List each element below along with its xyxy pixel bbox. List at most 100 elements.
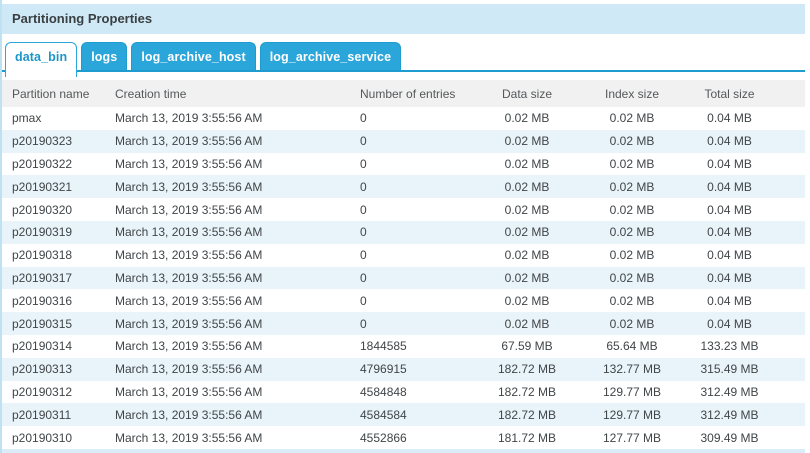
cell-creation: March 13, 2019 3:55:56 AM	[115, 248, 263, 263]
cell-data_size: 67.59 MB	[501, 339, 553, 354]
cell-data_size: 0.02 MB	[504, 134, 550, 149]
cell-creation: March 13, 2019 3:55:56 AM	[115, 111, 263, 126]
cell-creation: March 13, 2019 3:55:56 AM	[115, 430, 263, 445]
cell-creation: March 13, 2019 3:55:56 AM	[115, 225, 263, 240]
cell-entries: 0	[360, 179, 367, 194]
tab-log_archive_host[interactable]: log_archive_host	[131, 42, 256, 70]
cell-entries: 4796915	[360, 362, 407, 377]
cell-name: p20190322	[12, 156, 73, 171]
cell-index_size: 0.02 MB	[609, 270, 655, 285]
cell-name: p20190314	[12, 339, 73, 354]
cell-entries: 1844585	[360, 339, 407, 354]
cell-name: p20190323	[12, 134, 73, 149]
cell-index_size: 0.02 MB	[609, 134, 655, 149]
table-row: p20190320 March 13, 2019 3:55:56 AM 0 0.02 …	[2, 198, 805, 221]
cell-index_size: 0.02 MB	[609, 293, 655, 308]
cell-index_size: 0.02 MB	[609, 111, 655, 126]
cell-index_size: 0.02 MB	[609, 156, 655, 171]
table-row: p20190323 March 13, 2019 3:55:56 AM 0 0.02 …	[2, 129, 805, 153]
cell-total_size: 309.49 MB	[700, 430, 759, 445]
cell-name: p20190316	[12, 293, 73, 308]
cell-name: p20190313	[12, 362, 73, 377]
cell-creation: March 13, 2019 3:55:56 AM	[115, 407, 263, 422]
cell-name: pmax	[12, 111, 42, 126]
tab-data_bin[interactable]: data_bin	[5, 42, 78, 77]
cell-index_size: 0.02 MB	[609, 225, 655, 240]
table-row: p20190319 March 13, 2019 3:55:56 AM 0 0.02 …	[2, 220, 805, 244]
tab-bar: data_bin logs log_archive_host log_archive_…	[2, 42, 805, 77]
cell-spacer	[777, 312, 805, 335]
cell-total_size: 0.04 MB	[707, 111, 752, 126]
cell-entries: 0	[360, 156, 367, 171]
cell-data_size: 181.72 MB	[497, 430, 557, 445]
cell-index_size: 129.77 MB	[602, 384, 662, 399]
cell-entries: 4584584	[360, 407, 407, 422]
cell-total_size: 0.04 MB	[707, 293, 752, 308]
column-header-entries: Number of entries	[360, 86, 456, 101]
tab-logs[interactable]: logs	[81, 42, 128, 70]
cell-entries: 0	[360, 248, 367, 263]
cell-total_size: 0.04 MB	[707, 202, 752, 217]
table-row: p20190321 March 13, 2019 3:55:56 AM 0 0.02 …	[2, 175, 805, 199]
cell-data_size: 0.02 MB	[504, 202, 550, 217]
cell-total_size: 0.04 MB	[707, 248, 752, 263]
cell-spacer	[777, 267, 805, 290]
cell-name: p20190318	[12, 248, 73, 263]
cell-entries: 4552866	[360, 430, 407, 445]
table-row: pmax March 13, 2019 3:55:56 AM 0 0.02 MB 0.0…	[2, 107, 805, 130]
cell-index_size: 0.02 MB	[609, 202, 655, 217]
cell-total_size: 0.04 MB	[707, 134, 752, 149]
table-row: p20190316 March 13, 2019 3:55:56 AM 0 0.02 …	[2, 289, 805, 313]
cell-name: p20190321	[12, 179, 73, 194]
table-row: p20190313 March 13, 2019 3:55:56 AM 479691…	[2, 357, 805, 381]
cell-data_size: 0.02 MB	[504, 179, 550, 194]
cell-index_size: 129.77 MB	[602, 407, 662, 422]
table-row: p20190311 March 13, 2019 3:55:56 AM 458458…	[2, 403, 805, 427]
table-row: p20190310 March 13, 2019 3:55:56 AM 455286…	[2, 426, 805, 449]
cell-entries: 0	[360, 225, 367, 240]
table-body: pmax March 13, 2019 3:55:56 AM 0 0.02 MB 0.0…	[2, 107, 805, 449]
cell-creation: March 13, 2019 3:55:56 AM	[115, 316, 263, 331]
table-row: p20190314 March 13, 2019 3:55:56 AM 184458…	[2, 334, 805, 358]
cell-creation: March 13, 2019 3:55:56 AM	[115, 293, 263, 308]
column-header-index_size: Index size	[604, 86, 660, 101]
cell-name: p20190311	[12, 407, 72, 422]
partitions-table: Partition name Creation time Number of ent…	[2, 80, 805, 449]
cell-total_size: 315.49 MB	[700, 362, 759, 377]
table-row: p20190312 March 13, 2019 3:55:56 AM 458484…	[2, 380, 805, 404]
cell-total_size: 0.04 MB	[707, 156, 752, 171]
cell-entries: 0	[360, 111, 367, 126]
cell-creation: March 13, 2019 3:55:56 AM	[115, 202, 263, 217]
tab-log_archive_service[interactable]: log_archive_service	[259, 42, 402, 70]
cell-total_size: 133.23 MB	[700, 339, 759, 354]
cell-spacer	[777, 289, 805, 312]
column-header-creation: Creation time	[115, 86, 187, 101]
cell-creation: March 13, 2019 3:55:56 AM	[115, 156, 263, 171]
cell-name: p20190310	[12, 430, 73, 445]
cell-spacer	[777, 198, 805, 221]
table-row: p20190322 March 13, 2019 3:55:56 AM 0 0.02 …	[2, 152, 805, 176]
cell-data_size: 0.02 MB	[504, 248, 550, 263]
column-header-total_size: Total size	[704, 86, 755, 101]
next-row-partial-strip	[2, 448, 805, 453]
cell-name: p20190320	[12, 202, 73, 217]
cell-spacer	[777, 107, 805, 130]
cell-data_size: 0.02 MB	[504, 156, 550, 171]
cell-index_size: 0.02 MB	[609, 179, 655, 194]
cell-creation: March 13, 2019 3:55:56 AM	[115, 179, 263, 194]
cell-spacer	[777, 153, 805, 176]
cell-spacer	[777, 426, 805, 449]
cell-total_size: 312.49 MB	[700, 384, 759, 399]
cell-creation: March 13, 2019 3:55:56 AM	[115, 270, 263, 285]
cell-index_size: 127.77 MB	[602, 430, 662, 445]
cell-creation: March 13, 2019 3:55:56 AM	[115, 134, 263, 149]
cell-spacer	[777, 403, 805, 426]
cell-spacer	[777, 130, 805, 153]
cell-spacer	[777, 381, 805, 404]
cell-entries: 0	[360, 202, 367, 217]
cell-name: p20190317	[12, 270, 73, 285]
cell-total_size: 0.04 MB	[707, 179, 752, 194]
cell-data_size: 0.02 MB	[504, 111, 550, 126]
cell-name: p20190312	[12, 384, 73, 399]
